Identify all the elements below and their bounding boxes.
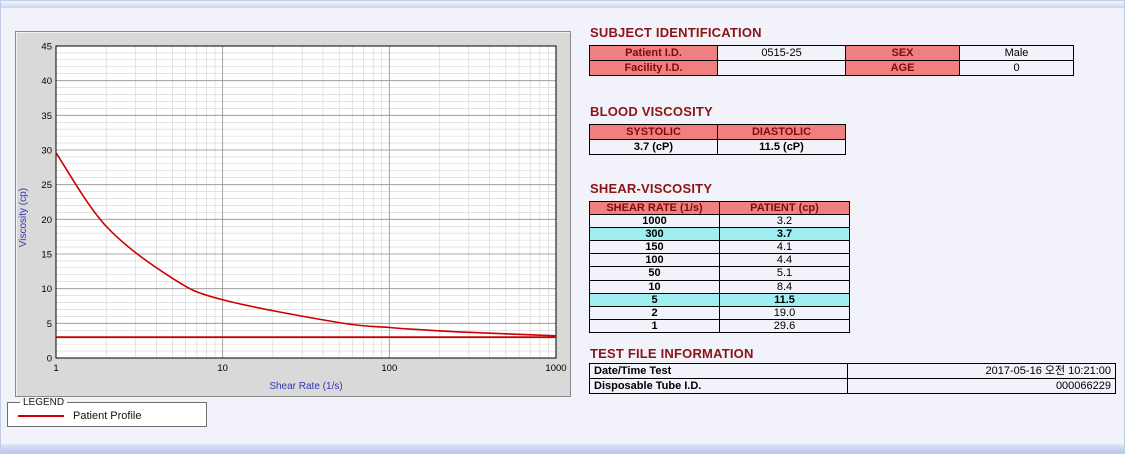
y-tick-label: 20 (41, 215, 52, 226)
y-tick-label: 40 (41, 76, 52, 87)
viscosity-cell: 5.1 (719, 266, 850, 281)
shear-rate-cell: 5 (589, 292, 720, 307)
viscosity-cell: 4.1 (719, 240, 850, 255)
table-row: SHEAR RATE (1/s) PATIENT (cp) (589, 200, 850, 216)
viscosity-cell: 29.6 (719, 318, 850, 333)
viscosity-cell: 8.4 (719, 279, 850, 294)
disposable-tube-id-label: Disposable Tube I.D. (589, 377, 848, 394)
shear-viscosity-table: SHEAR RATE (1/s) PATIENT (cp) 1000 3.2 3… (589, 200, 850, 333)
x-tick-label: 10 (217, 363, 228, 374)
y-tick-label: 30 (41, 146, 52, 157)
date-time-test-value: 2017-05-16 오전 10:21:00 (846, 362, 1117, 379)
table-row: Facility I.D. AGE 0 (589, 60, 1074, 76)
x-tick-label: 1 (53, 363, 58, 374)
legend-box: LEGEND Patient Profile (7, 397, 207, 427)
x-tick-label: 100 (381, 363, 397, 374)
y-tick-label: 10 (41, 284, 52, 295)
y-tick-label: 35 (41, 111, 52, 122)
legend-title: LEGEND (23, 397, 65, 408)
y-axis-label: Viscosity (cp) (18, 188, 29, 247)
shear-rate-cell: 100 (589, 253, 720, 268)
patient-profile-line-swatch (18, 415, 64, 417)
facility-id-label: Facility I.D. (589, 60, 718, 76)
sex-value: Male (959, 45, 1074, 61)
shear-rate-cell: 1000 (589, 214, 720, 229)
patient-id-label: Patient I.D. (589, 45, 718, 61)
viscosity-cell: 3.2 (719, 214, 850, 229)
shear-rate-cell: 150 (589, 240, 720, 255)
y-tick-label: 25 (41, 180, 52, 191)
shear-viscosity-section: SHEAR-VISCOSITY SHEAR RATE (1/s) PATIENT… (589, 181, 1119, 333)
viscosity-cell: 4.4 (719, 253, 850, 268)
date-time-test-label: Date/Time Test (589, 362, 848, 379)
diastolic-value: 11.5 (cP) (717, 139, 846, 155)
viscosity-cell: 19.0 (719, 305, 850, 320)
test-file-information-table: Date/Time Test 2017-05-16 오전 10:21:00 Di… (589, 362, 1117, 394)
facility-id-value (717, 60, 846, 76)
table-row: Disposable Tube I.D. 000066229 (589, 377, 1117, 394)
patient-profile-curve (55, 152, 557, 337)
shear-rate-cell: 1 (589, 318, 720, 333)
table-row: 1000 3.2 (589, 214, 850, 229)
blood-viscosity-title: BLOOD VISCOSITY (590, 104, 713, 119)
systolic-value: 3.7 (cP) (589, 139, 718, 155)
legend-item-label: Patient Profile (73, 410, 142, 422)
age-value: 0 (959, 60, 1074, 76)
test-file-information-title: TEST FILE INFORMATION (590, 345, 754, 361)
shear-rate-cell: 50 (589, 266, 720, 281)
table-row: 150 4.1 (589, 240, 850, 255)
table-row: 1 29.6 (589, 318, 850, 333)
y-tick-label: 5 (47, 319, 52, 330)
table-row: 2 19.0 (589, 305, 850, 320)
shear-rate-cell: 300 (589, 227, 720, 242)
shear-rate-cell: 10 (589, 279, 720, 294)
table-row: SYSTOLIC DIASTOLIC (589, 124, 846, 140)
shear-viscosity-title: SHEAR-VISCOSITY (590, 181, 713, 196)
table-row: 50 5.1 (589, 266, 850, 281)
test-file-information-section: TEST FILE INFORMATION Date/Time Test 201… (589, 346, 1119, 394)
table-row: Patient I.D. 0515-25 SEX Male (589, 45, 1074, 61)
patient-cp-header: PATIENT (cp) (719, 200, 850, 216)
table-row: 3.7 (cP) 11.5 (cP) (589, 139, 846, 155)
blood-viscosity-section: BLOOD VISCOSITY SYSTOLIC DIASTOLIC 3.7 (… (589, 104, 1119, 155)
y-tick-label: 0 (47, 354, 52, 365)
sex-label: SEX (845, 45, 960, 61)
table-row-highlighted: 300 3.7 (589, 227, 850, 242)
y-tick-label: 45 (41, 42, 52, 53)
viscosity-chart: 0 5 10 15 20 25 30 35 40 45 1 10 100 1000 Shear Rate (… (18, 42, 567, 393)
diastolic-header: DIASTOLIC (717, 124, 846, 140)
table-row: Date/Time Test 2017-05-16 오전 10:21:00 (589, 362, 1117, 379)
x-tick-label: 1000 (545, 363, 566, 374)
shear-rate-cell: 2 (589, 305, 720, 320)
table-row: 100 4.4 (589, 253, 850, 268)
viscosity-cell: 11.5 (719, 292, 850, 307)
info-panel: SUBJECT IDENTIFICATION Patient I.D. 0515… (589, 25, 1119, 394)
window-bottom-edge (1, 444, 1124, 453)
systolic-header: SYSTOLIC (589, 124, 718, 140)
x-axis-label: Shear Rate (1/s) (269, 381, 342, 392)
subject-identification-title: SUBJECT IDENTIFICATION (590, 25, 762, 40)
patient-id-value: 0515-25 (717, 45, 846, 61)
window-top-edge (1, 1, 1124, 8)
viscosity-cell: 3.7 (719, 227, 850, 242)
disposable-tube-id-value: 000066229 (846, 377, 1117, 394)
age-label: AGE (845, 60, 960, 76)
subject-identification-table: Patient I.D. 0515-25 SEX Male Facility I… (589, 45, 1074, 76)
subject-identification-section: SUBJECT IDENTIFICATION Patient I.D. 0515… (589, 25, 1119, 76)
table-row: 10 8.4 (589, 279, 850, 294)
y-tick-label: 15 (41, 250, 52, 261)
shear-rate-header: SHEAR RATE (1/s) (589, 200, 720, 216)
legend-item: Patient Profile (18, 410, 200, 422)
blood-viscosity-table: SYSTOLIC DIASTOLIC 3.7 (cP) 11.5 (cP) (589, 124, 846, 155)
table-row-highlighted: 5 11.5 (589, 292, 850, 307)
viscosity-chart-panel: 0 5 10 15 20 25 30 35 40 45 1 10 100 1000 Shear Rate (… (15, 31, 571, 397)
